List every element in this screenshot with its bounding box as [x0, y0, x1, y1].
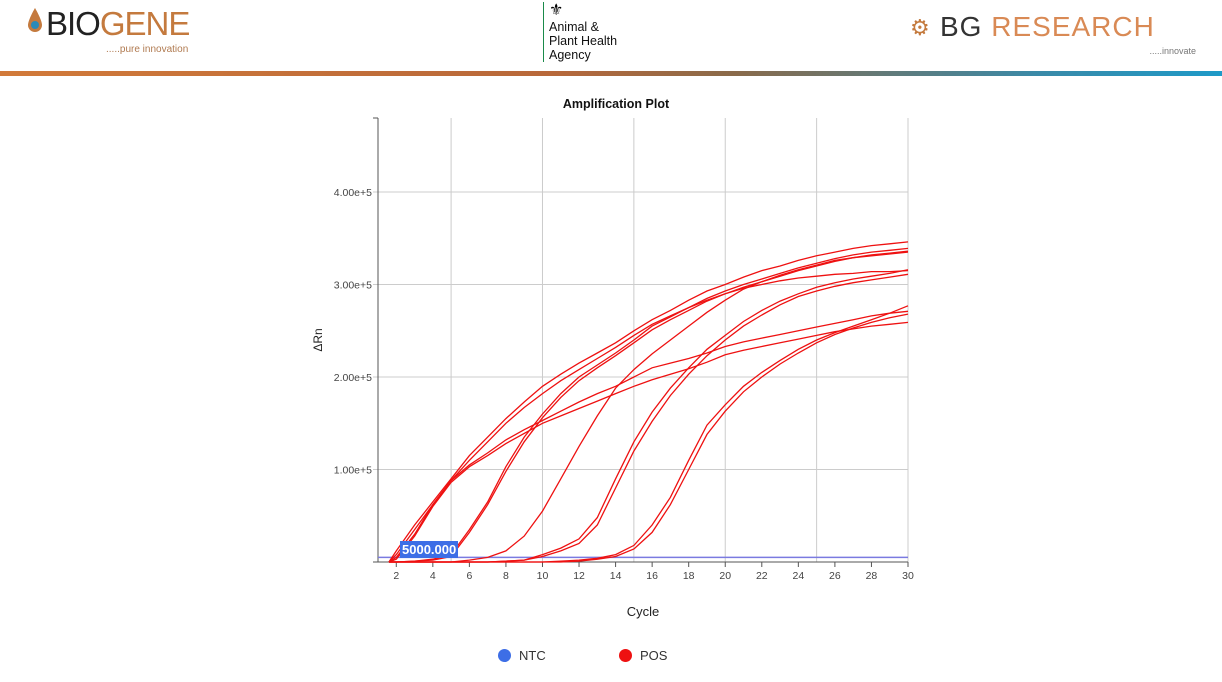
- pos-dot-icon: [619, 649, 632, 662]
- pos-amplification-curve: [388, 269, 909, 563]
- chart-title: Amplification Plot: [563, 97, 670, 111]
- x-tick-label: 20: [719, 570, 731, 582]
- ntc-dot-icon: [498, 649, 511, 662]
- pos-amplification-curve: [388, 241, 909, 563]
- legend-item-ntc[interactable]: NTC: [498, 648, 546, 663]
- bg-research-tagline: .....innovate: [1149, 46, 1196, 56]
- legend-item-pos[interactable]: POS: [619, 648, 667, 663]
- x-tick-label: 26: [829, 570, 841, 582]
- apha-logo: ⚜ Animal & Plant Health Agency: [543, 2, 617, 62]
- biogene-logo: BIOGENE .....pure innovation: [26, 4, 216, 64]
- legend-label-ntc: NTC: [519, 648, 546, 663]
- header-divider: [0, 71, 1222, 76]
- threshold-label[interactable]: 5000.000: [400, 541, 459, 558]
- pos-amplification-curve: [388, 250, 909, 563]
- circuit-icon: ⚙: [910, 15, 930, 40]
- biogene-tagline: .....pure innovation: [106, 44, 189, 55]
- x-tick-label: 6: [466, 570, 472, 582]
- y-tick-label: 1.00e+5: [334, 465, 372, 477]
- apha-line-2: Plant Health: [549, 34, 618, 48]
- bg-research-logo: ⚙ BG RESEARCH .....innovate: [910, 12, 1200, 62]
- pos-amplification-curve: [388, 305, 909, 563]
- x-tick-label: 14: [610, 570, 622, 582]
- y-axis-label: ΔRn: [311, 328, 325, 351]
- pos-amplification-curve: [388, 321, 909, 563]
- apha-line-1: Animal &: [549, 20, 600, 34]
- x-tick-label: 8: [503, 570, 509, 582]
- x-tick-label: 30: [902, 570, 914, 582]
- pos-amplification-curve: [388, 251, 909, 563]
- y-tick-label: 4.00e+5: [334, 187, 372, 199]
- biogene-wordmark: BIOGENE: [46, 5, 190, 42]
- x-tick-label: 2: [393, 570, 399, 582]
- droplet-icon: [28, 8, 42, 32]
- x-tick-label: 28: [866, 570, 878, 582]
- pos-amplification-curve: [388, 310, 909, 563]
- pos-amplification-curve: [388, 247, 909, 563]
- x-tick-label: 22: [756, 570, 768, 582]
- x-tick-label: 4: [430, 570, 436, 582]
- x-tick-label: 24: [793, 570, 805, 582]
- header: BIOGENE .....pure innovation ⚜ Animal & …: [0, 0, 1222, 72]
- x-axis-label: Cycle: [627, 604, 660, 619]
- legend-label-pos: POS: [640, 648, 668, 663]
- y-tick-label: 3.00e+5: [334, 280, 372, 292]
- x-tick-label: 16: [646, 570, 658, 582]
- x-tick-label: 10: [537, 570, 549, 582]
- pos-amplification-curve: [388, 269, 909, 563]
- x-tick-label: 12: [573, 570, 585, 582]
- y-tick-label: 2.00e+5: [334, 372, 372, 384]
- pos-amplification-curve: [388, 313, 909, 563]
- bg-research-wordmark: BG RESEARCH: [940, 11, 1155, 42]
- royal-crest-icon: ⚜: [549, 2, 564, 19]
- x-tick-label: 18: [683, 570, 695, 582]
- apha-line-3: Agency: [549, 48, 591, 62]
